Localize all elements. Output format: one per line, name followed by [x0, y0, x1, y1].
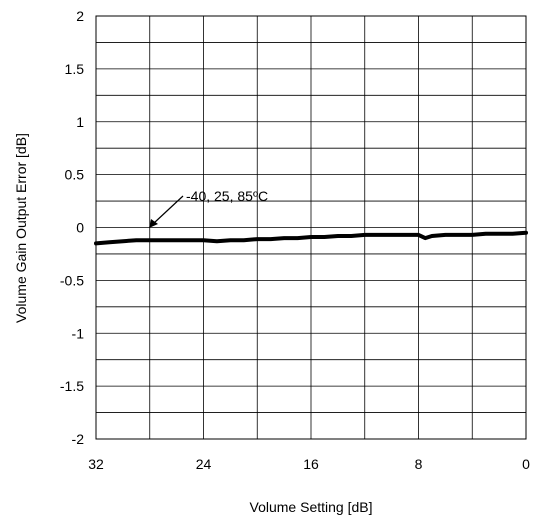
y-tick-label: -0.5	[60, 272, 84, 288]
x-tick-label: 16	[303, 456, 319, 472]
y-axis-label: Volume Gain Output Error [dB]	[13, 133, 29, 323]
y-tick-label: 2	[76, 8, 84, 24]
grid	[96, 16, 526, 439]
x-axis-label: Volume Setting [dB]	[250, 499, 373, 515]
y-tick-label: 0.5	[65, 167, 85, 183]
y-tick-label: -2	[72, 431, 85, 447]
series-group	[94, 230, 528, 246]
annotation-label: -40, 25, 85ºC	[186, 188, 268, 204]
annotation-arrow-shaft	[153, 195, 184, 224]
x-tick-label: 32	[88, 456, 104, 472]
y-tick-label: -1.5	[60, 378, 84, 394]
y-tick-label: 0	[76, 220, 84, 236]
tick-labels: 32 24 16 8 0 2 1.5 1 0.5 0 -0.5 -1 -1.5 -2	[60, 8, 530, 472]
x-tick-label: 8	[415, 456, 423, 472]
x-tick-label: 24	[196, 456, 212, 472]
annotation-arrow-head	[149, 219, 158, 228]
annotation: -40, 25, 85ºC	[149, 188, 268, 228]
x-tick-label: 0	[522, 456, 530, 472]
y-tick-label: 1.5	[65, 61, 85, 77]
y-tick-label: -1	[72, 325, 85, 341]
plot-frame	[95, 15, 527, 440]
series-line	[94, 230, 528, 246]
y-tick-label: 1	[76, 114, 84, 130]
